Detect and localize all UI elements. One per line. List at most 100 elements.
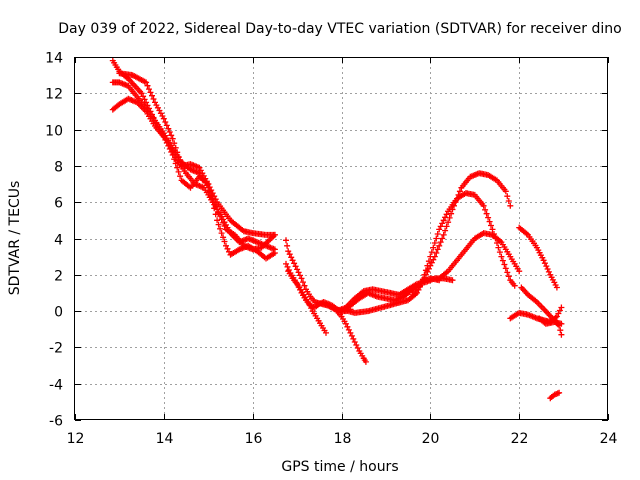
data-point (217, 225, 224, 232)
data-point (174, 164, 181, 171)
data-point (292, 263, 299, 270)
data-point (362, 358, 369, 365)
series-track-n (516, 224, 560, 291)
data-point (350, 335, 357, 342)
data-point (175, 153, 182, 160)
data-point (545, 268, 552, 275)
data-point (168, 132, 175, 139)
data-point (172, 144, 179, 151)
data-point (498, 253, 505, 260)
x-tick-label: 14 (156, 431, 174, 447)
data-point (443, 223, 450, 230)
y-tick-label: 6 (54, 196, 63, 212)
data-point (169, 135, 176, 142)
data-point (433, 250, 440, 256)
data-point (442, 227, 449, 234)
data-point (418, 280, 425, 287)
data-point (220, 219, 227, 226)
data-point (212, 211, 219, 218)
data-point (177, 173, 184, 180)
data-point (174, 149, 181, 156)
data-point (301, 282, 308, 289)
data-point (540, 257, 547, 264)
y-tick-label: 14 (45, 51, 63, 67)
data-point (163, 122, 170, 129)
data-point (434, 231, 441, 237)
data-point (218, 230, 225, 237)
x-tick-label: 12 (67, 431, 85, 447)
data-point (422, 267, 429, 274)
data-point (558, 331, 565, 338)
y-tick-label: -2 (49, 341, 63, 357)
data-point (177, 158, 184, 165)
data-point (217, 213, 224, 220)
data-point (543, 263, 550, 270)
data-point (214, 217, 221, 224)
data-point (505, 273, 512, 280)
data-point (502, 188, 509, 195)
data-point (169, 152, 176, 158)
data-point (431, 240, 438, 246)
data-point (425, 258, 432, 265)
data-point (428, 249, 435, 256)
x-tick-label: 16 (245, 431, 263, 447)
data-point (541, 260, 548, 267)
data-point (439, 235, 446, 242)
series-track-r (547, 389, 563, 402)
data-point (511, 282, 518, 289)
series-track-h (334, 308, 369, 365)
data-point (171, 140, 178, 147)
data-point (434, 246, 441, 253)
data-point (172, 160, 179, 167)
data-point (165, 125, 172, 132)
data-point (419, 276, 426, 283)
data-point (480, 202, 487, 209)
data-point (146, 86, 152, 93)
data-point (421, 271, 428, 278)
y-tick-label: 4 (54, 233, 63, 249)
data-point (214, 206, 221, 213)
data-point (424, 262, 431, 269)
y-tick-label: -4 (49, 378, 63, 394)
data-point (485, 214, 492, 221)
data-point (144, 82, 151, 89)
data-point (544, 266, 551, 272)
data-point (150, 96, 157, 102)
data-point (502, 265, 509, 272)
data-point (211, 205, 218, 212)
data-point (171, 156, 178, 163)
series-track-m (436, 230, 523, 282)
y-axis-label: SDTVAR / TECUs (7, 181, 23, 296)
data-point (486, 218, 493, 225)
x-tick-label: 18 (334, 431, 352, 447)
data-point (284, 242, 291, 249)
series-track-l (409, 190, 518, 298)
data-point (436, 242, 443, 249)
data-point (149, 92, 155, 99)
data-point (300, 279, 306, 286)
data-point (439, 220, 446, 227)
data-point (220, 234, 227, 241)
data-point (507, 202, 514, 209)
series-track-d (116, 70, 278, 238)
data-point (504, 193, 511, 200)
data-point (221, 223, 228, 230)
data-point (483, 210, 490, 217)
data-point (218, 216, 225, 223)
chart-title: Day 039 of 2022, Sidereal Day-to-day VTE… (58, 21, 621, 37)
data-point (558, 304, 565, 311)
y-tick-label: 2 (54, 269, 63, 285)
series-track-a (109, 57, 278, 253)
data-point (516, 268, 523, 275)
data-point (283, 237, 289, 244)
data-point (488, 222, 494, 229)
data-point (209, 190, 216, 197)
series-track-c (109, 95, 278, 262)
data-point (140, 93, 147, 100)
data-point (165, 142, 172, 149)
data-points (109, 57, 565, 402)
data-point (175, 168, 182, 175)
y-tick-label: 12 (45, 87, 63, 103)
plot-frame (74, 57, 608, 420)
